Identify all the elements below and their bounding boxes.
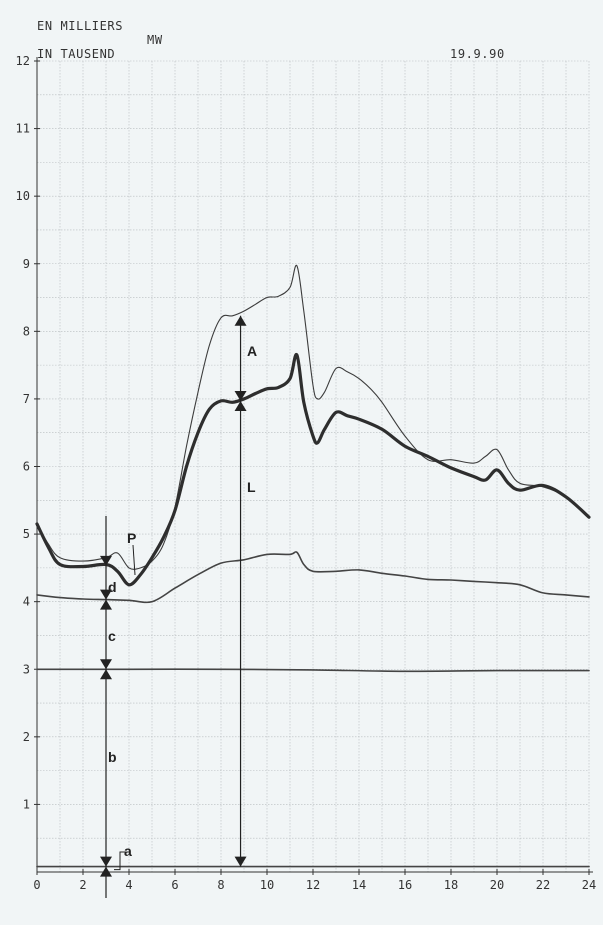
arrow-c-bottom-head [100, 659, 112, 670]
x-tick-label: 4 [125, 878, 132, 892]
y-tick-label: 4 [23, 595, 30, 609]
arrow-a-bottom-head [234, 390, 247, 401]
y-tick-label: 12 [16, 54, 30, 68]
series-line-3 [36, 551, 590, 604]
x-tick-label: 2 [79, 878, 86, 892]
arrow-a-top-head [234, 315, 247, 326]
x-tick-label: 18 [444, 878, 458, 892]
x-tick-label: 22 [536, 878, 550, 892]
arrow-l-bottom-head [234, 856, 247, 867]
arrow-b-bottom-head [100, 856, 112, 867]
x-tick-label: 0 [33, 878, 40, 892]
annotation-d: d [108, 579, 117, 595]
annotation-a-upper: A [247, 343, 257, 359]
y-tick-label: 8 [23, 324, 30, 338]
x-tick-label: 12 [306, 878, 320, 892]
arrow-d-bottom-head [100, 599, 112, 610]
unit-label-de: IN TAUSEND [37, 47, 116, 61]
arrow-d-top-head [100, 555, 112, 566]
y-tick-label: 6 [23, 460, 30, 474]
arrow-c-top-head [100, 589, 112, 600]
annotation-c: c [108, 628, 116, 644]
y-tick-label: 9 [23, 257, 30, 271]
unit-label-fr: EN MILLIERS [37, 19, 124, 33]
x-tick-label: 20 [490, 878, 504, 892]
annotation-a-lower: a [124, 843, 132, 859]
y-tick-label: 10 [16, 189, 30, 203]
arrow-b-top-head [100, 669, 112, 680]
annotations: A L P d c b a [100, 315, 257, 898]
annotation-p: P [127, 530, 136, 546]
x-tick-label: 8 [217, 878, 224, 892]
unit-label-mw: MW [147, 33, 163, 47]
y-tick-label: 1 [23, 797, 30, 811]
bracket-a [114, 851, 126, 871]
x-tick-label: 16 [398, 878, 412, 892]
arrow-l-top-head [234, 400, 247, 411]
annotation-b: b [108, 749, 117, 765]
y-tick-label: 5 [23, 527, 30, 541]
x-tick-label: 10 [260, 878, 274, 892]
x-tick-label: 14 [352, 878, 366, 892]
series-line-4 [36, 668, 590, 673]
y-tick-label: 3 [23, 662, 30, 676]
y-tick-label: 2 [23, 730, 30, 744]
x-tick-label: 6 [171, 878, 178, 892]
y-tick-label: 11 [16, 122, 30, 136]
series-line-1 [36, 264, 590, 570]
pointer-p [132, 544, 136, 576]
y-tick-label: 7 [23, 392, 30, 406]
series [35, 264, 591, 868]
annotation-l: L [247, 479, 256, 495]
chart-date: 19.9.90 [450, 47, 505, 61]
arrow-a-lower-head [100, 866, 112, 877]
x-tick-label: 24 [582, 878, 596, 892]
series-line-2 [35, 353, 591, 587]
